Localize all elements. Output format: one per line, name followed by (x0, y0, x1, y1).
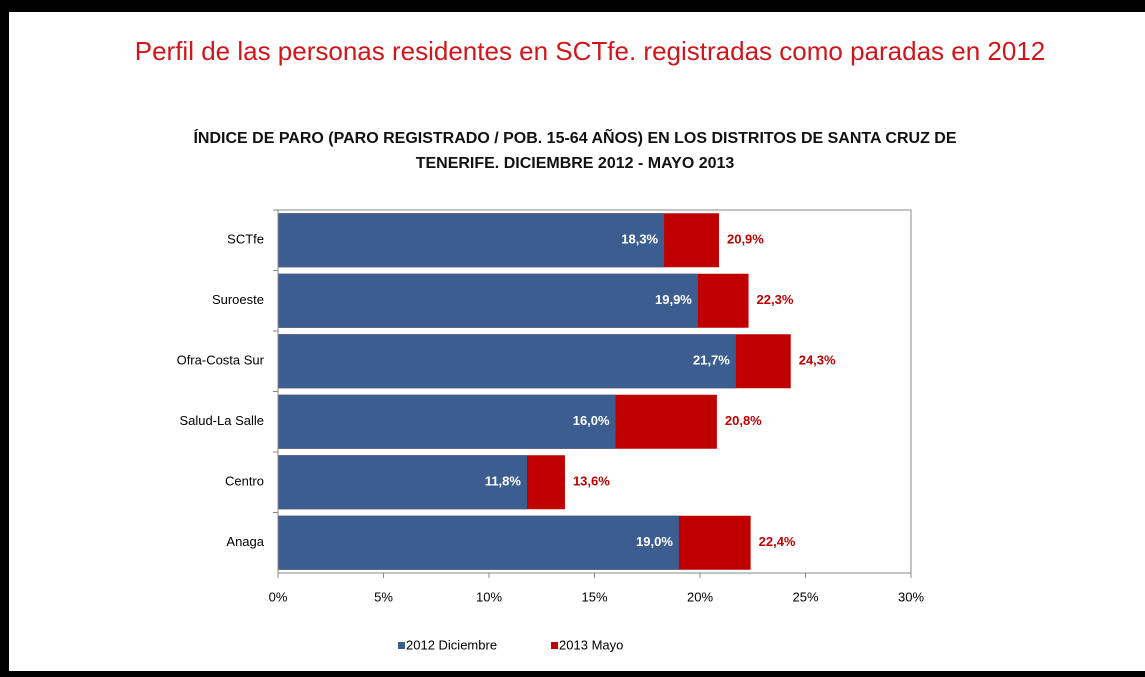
data-label: 19,9% (655, 292, 692, 307)
frame-bottom (0, 671, 1145, 677)
legend-swatch (551, 642, 559, 649)
chart-title: ÍNDICE DE PARO (PARO REGISTRADO / POB. 1… (193, 130, 957, 172)
legend-label: 2012 Diciembre (406, 637, 497, 652)
data-label: 22,3% (757, 292, 794, 307)
data-label: 11,8% (485, 474, 522, 489)
bar (278, 273, 698, 328)
y-tick-label: Anaga (226, 534, 264, 549)
y-tick-label: Suroeste (212, 292, 264, 307)
y-tick-label: Centro (225, 474, 264, 489)
bar (278, 515, 679, 570)
x-tick-label: 5% (374, 589, 393, 604)
x-tick-label: 25% (792, 589, 818, 604)
y-tick-label: Ofra-Costa Sur (177, 353, 265, 368)
bar (278, 334, 736, 389)
frame-top (0, 0, 1145, 12)
x-tick-label: 20% (687, 589, 713, 604)
x-tick-label: 0% (269, 589, 288, 604)
data-label: 18,3% (621, 232, 658, 247)
page-title: Perfil de las personas residentes en SCT… (134, 36, 1046, 66)
y-tick-label: SCTfe (227, 232, 264, 247)
bar (278, 394, 616, 449)
frame-left (0, 0, 9, 677)
legend-swatch (398, 642, 405, 649)
legend-label: 2013 Mayo (559, 637, 623, 652)
x-tick-label: 10% (476, 589, 502, 604)
bar (278, 455, 527, 510)
data-label: 13,6% (573, 474, 610, 489)
data-label: 19,0% (636, 534, 673, 549)
data-label: 20,8% (725, 413, 762, 428)
data-label: 24,3% (799, 353, 836, 368)
data-label: 16,0% (573, 413, 610, 428)
x-tick-label: 15% (581, 589, 607, 604)
data-label: 20,9% (727, 232, 764, 247)
x-tick-label: 30% (898, 589, 924, 604)
bar (278, 213, 665, 268)
data-label: 22,4% (759, 534, 796, 549)
y-tick-label: Salud-La Salle (179, 413, 264, 428)
data-label: 21,7% (693, 353, 730, 368)
